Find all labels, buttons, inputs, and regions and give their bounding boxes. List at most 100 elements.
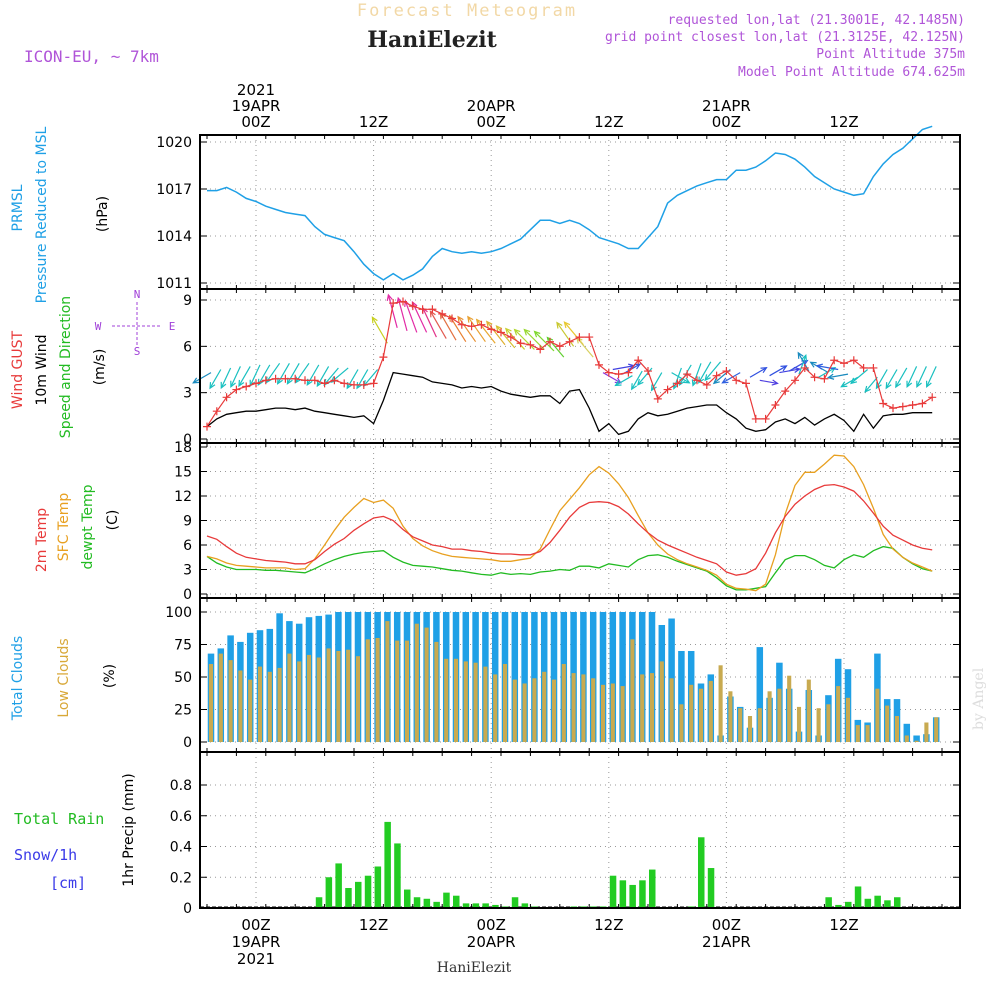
- low-cloud-bar: [894, 716, 900, 742]
- wind-arrow-shaft: [277, 363, 290, 384]
- wind-arrow-head: [771, 379, 779, 386]
- rain-bar: [404, 889, 411, 908]
- wind-arrow: [749, 367, 768, 378]
- wind-arrow-head: [192, 377, 200, 384]
- low-cloud-bar: [336, 651, 341, 742]
- wind-gust-marker: [252, 379, 260, 388]
- rain-bar: [492, 904, 499, 908]
- wind-arrow-head: [875, 382, 882, 390]
- low-cloud-bar: [630, 639, 635, 742]
- frame-layer: [199, 134, 961, 909]
- wind-gust-marker: [232, 385, 241, 394]
- y-tick-label: 75: [174, 638, 192, 654]
- wind-gust-marker: [840, 359, 848, 368]
- rain-bar: [394, 843, 401, 908]
- wind-gust-marker: [369, 379, 378, 388]
- wind-arrow: [826, 373, 849, 380]
- total-cloud-bar: [609, 612, 617, 742]
- wind-arrow-shaft: [895, 367, 908, 388]
- rain-bar: [374, 866, 382, 908]
- wind-arrow-shaft: [467, 316, 486, 343]
- y-tick-label: 1011: [156, 276, 192, 292]
- wind-gust-marker: [565, 337, 574, 346]
- wind-arrow-head: [475, 318, 483, 326]
- wind-arrow: [885, 369, 898, 390]
- wind-gust-marker: [653, 394, 662, 403]
- wind-arrow-shaft: [505, 328, 526, 350]
- wind-gust-marker: [350, 380, 358, 389]
- wind-arrow: [614, 375, 633, 387]
- wind-arrow-shaft: [749, 367, 767, 378]
- low-cloud-bar: [659, 661, 664, 742]
- wind-gust-marker: [467, 322, 476, 331]
- wind-arrow-head: [356, 382, 363, 390]
- low-cloud-bar: [679, 704, 684, 742]
- wind-gust-marker: [693, 376, 701, 385]
- wind-arrow-shaft: [209, 369, 222, 389]
- wind-gust-marker: [614, 370, 623, 379]
- wind-arrow-shaft: [439, 313, 457, 341]
- wind-arrow-head: [864, 385, 871, 393]
- text-layer: Forecast Meteogram HaniElezit ICON-EU, ~…: [10, 1, 987, 976]
- wind-arrow: [429, 310, 447, 339]
- total-cloud-bar: [550, 612, 558, 742]
- wind-gust-marker: [212, 407, 221, 416]
- wind-arrow-head: [809, 361, 817, 368]
- wind-arrow-head: [220, 381, 227, 390]
- wind-arrow-shaft: [371, 316, 388, 344]
- pressure-label-long: Pressure Reduced to MSL: [34, 126, 50, 303]
- time-label-top: 19APR: [232, 97, 281, 115]
- total-rain-label: Total Rain: [14, 810, 104, 828]
- low-cloud-bar: [297, 661, 302, 742]
- time-label-top: 12Z: [359, 113, 388, 131]
- wind-arrow: [691, 363, 702, 387]
- low-cloud-bar: [444, 658, 449, 742]
- wind-gust-marker: [546, 337, 554, 346]
- wind-arrow-head: [286, 377, 293, 385]
- wind-arrow-shaft: [422, 307, 437, 338]
- wind-arrow: [386, 293, 398, 328]
- sfc-temp-line: [206, 454, 933, 592]
- wind-arrow-shaft: [818, 367, 836, 378]
- wind-gust-marker: [673, 379, 682, 388]
- low-cloud-bar: [267, 671, 272, 742]
- wind-arrow-shaft: [534, 331, 555, 352]
- wind-arrow-head: [683, 377, 691, 384]
- wind-arrow: [650, 372, 663, 392]
- wind-arrow: [840, 376, 859, 388]
- wind-gust-marker: [595, 360, 603, 369]
- rain-bar: [355, 881, 362, 908]
- wind-gust-marker: [722, 367, 731, 376]
- low-cloud-bar: [473, 662, 478, 742]
- wind-arrow-shaft: [249, 364, 261, 386]
- wind-arrow-head: [633, 363, 642, 370]
- y-tick-label: 50: [174, 670, 192, 686]
- wind-arrow-shaft: [631, 370, 643, 390]
- wind-10m-label: 10m Wind: [34, 334, 50, 405]
- wind-arrow-shaft: [651, 372, 663, 391]
- time-label-top: 00Z: [712, 113, 741, 131]
- y-tick-label: 1014: [156, 229, 192, 245]
- wind-gust-marker: [379, 353, 388, 362]
- rain-bar: [884, 900, 891, 908]
- low-cloud-bar: [767, 691, 772, 742]
- low-cloud-bar: [326, 648, 331, 742]
- rain-bar: [433, 901, 440, 908]
- total-cloud-bar: [619, 612, 626, 742]
- y-tick-label: 9: [183, 514, 192, 530]
- wind-arrow-head: [698, 376, 705, 384]
- wind-arrow: [192, 372, 212, 384]
- wind-gust-line: [206, 300, 933, 427]
- wind-gust-marker: [604, 368, 613, 377]
- rain-bar: [315, 897, 323, 908]
- low-cloud-bar: [885, 705, 890, 742]
- rain-bar: [453, 895, 460, 908]
- low-cloud-bar: [561, 664, 566, 742]
- temp-2m-line: [206, 483, 933, 576]
- time-label-top: 20APR: [467, 97, 516, 115]
- low-cloud-bar: [826, 704, 831, 742]
- wind-arrow-head: [276, 377, 283, 385]
- low-cloud-bar: [483, 666, 488, 742]
- low-cloud-bar: [689, 684, 694, 742]
- wind-arrow: [422, 306, 437, 338]
